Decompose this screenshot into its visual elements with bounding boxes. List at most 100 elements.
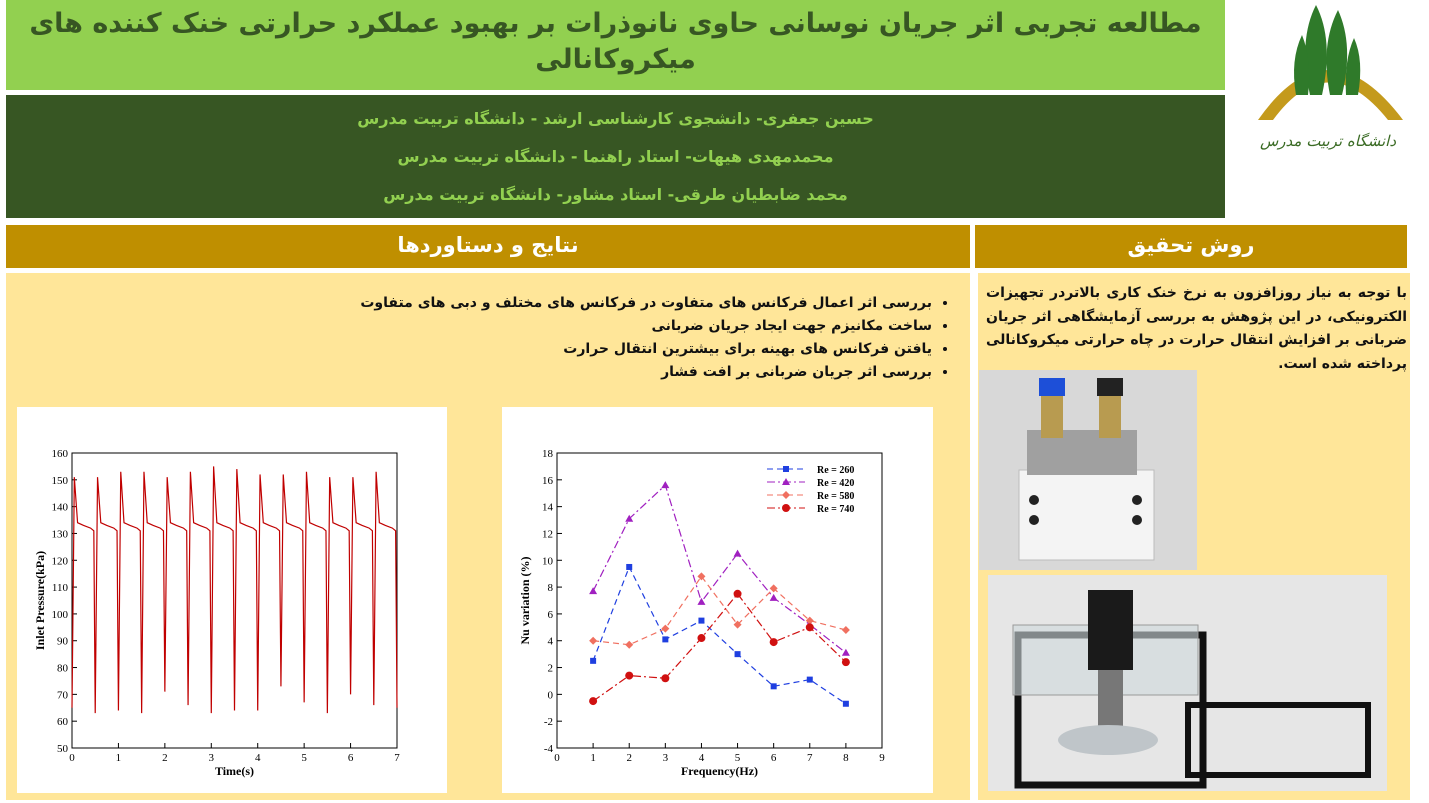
marker (590, 657, 597, 664)
marker (625, 640, 634, 649)
x-tick-label: 5 (735, 752, 741, 764)
marker (783, 466, 789, 472)
marker (661, 674, 670, 683)
author: محمدمهدی هیهات- استاد راهنما - دانشگاه ت… (397, 147, 834, 166)
y-tick-label: 110 (52, 582, 69, 594)
x-tick-label: 8 (843, 752, 849, 764)
y-tick-label: 18 (542, 448, 554, 460)
y-axis-label: Nu variation (%) (518, 557, 532, 645)
data-line (592, 592, 847, 702)
marker (733, 620, 742, 629)
device-photo (979, 370, 1197, 570)
legend-label: Re = 740 (817, 504, 854, 515)
x-tick-label: 0 (69, 752, 75, 764)
plot-frame (71, 452, 398, 749)
y-tick-label: 8 (548, 582, 554, 594)
author: محمد ضابطیان طرقی- استاد مشاور- دانشگاه … (383, 185, 848, 204)
marker (697, 597, 706, 605)
x-tick-label: 3 (209, 752, 215, 764)
logo-text: دانشگاه تربیت مدرس (1260, 132, 1396, 150)
y-tick-label: 150 (52, 475, 69, 487)
legend-label: Re = 580 (817, 491, 854, 502)
x-tick-label: 2 (626, 752, 632, 764)
section-heading: نتایج و دستاوردها (6, 225, 970, 268)
x-tick-label: 6 (348, 752, 354, 764)
x-tick-label: 2 (162, 752, 168, 764)
marker (782, 478, 790, 485)
x-tick-label: 3 (663, 752, 669, 764)
y-tick-label: 90 (57, 636, 69, 648)
y-tick-label: 16 (542, 475, 554, 487)
marker (589, 697, 598, 706)
author: حسین جعفری- دانشجوی کارشناسی ارشد - دانش… (357, 109, 874, 128)
authors: حسین جعفری- دانشجوی کارشناسی ارشد - دانش… (6, 95, 1225, 218)
marker (697, 572, 706, 581)
method-text: با توجه به نیاز روزافزون به نرخ خنک کاری… (986, 285, 1407, 372)
y-tick-label: 50 (57, 743, 69, 755)
marker (770, 683, 777, 690)
y-tick-label: -4 (544, 743, 554, 755)
x-tick-label: 5 (301, 752, 307, 764)
marker (626, 563, 633, 570)
plot-frame (556, 452, 883, 749)
marker (842, 700, 849, 707)
y-tick-label: 2 (548, 663, 554, 675)
y-tick-label: 120 (52, 555, 69, 567)
y-tick-label: 140 (52, 502, 69, 514)
y-tick-label: 80 (57, 663, 69, 675)
x-tick-label: 7 (807, 752, 813, 764)
marker (662, 636, 669, 643)
legend-label: Re = 420 (817, 478, 854, 489)
data-line (592, 484, 847, 654)
x-axis-label: Frequency(Hz) (681, 764, 758, 778)
bullet: یافتن فرکانس های بهینه برای بیشترین انتق… (300, 338, 932, 361)
bullet: بررسی اثر اعمال فرکانس های متفاوت در فرک… (300, 292, 932, 315)
marker (661, 624, 670, 633)
x-tick-label: 1 (116, 752, 122, 764)
x-tick-label: 6 (771, 752, 777, 764)
y-tick-label: 10 (542, 555, 554, 567)
x-tick-label: 9 (879, 752, 885, 764)
section-heading: روش تحقیق (975, 225, 1407, 268)
y-tick-label: 12 (542, 528, 553, 540)
marker (805, 616, 814, 625)
marker (625, 514, 634, 522)
logo: دانشگاه تربیت مدرس (1258, 5, 1403, 150)
bullet-list: بررسی اثر اعمال فرکانس های متفاوت در فرک… (300, 292, 960, 384)
marker (661, 481, 670, 489)
marker (841, 626, 850, 634)
marker (625, 671, 634, 680)
bullet: ساخت مکانیزم جهت ایجاد جریان ضربانی (300, 315, 933, 338)
y-tick-label: -2 (544, 716, 553, 728)
y-axis-label: Inlet Pressure(kPa) (33, 551, 47, 650)
marker (782, 504, 790, 512)
x-axis-label: Time(s) (215, 764, 254, 778)
chart-box: 0 1 2 3 4 5 6 7 50 60 70 80 90 100 110 120 130 140 150 160 T… (17, 407, 447, 793)
marker (733, 589, 742, 598)
data-line (592, 565, 847, 705)
marker (769, 638, 778, 647)
marker (806, 676, 813, 683)
setup-photo (988, 575, 1387, 791)
y-tick-label: 130 (52, 528, 69, 540)
marker (589, 636, 598, 645)
x-tick-label: 0 (554, 752, 560, 764)
data-line (593, 575, 847, 646)
y-tick-label: 14 (542, 502, 554, 514)
marker (769, 584, 778, 593)
y-tick-label: 70 (57, 689, 69, 701)
y-tick-label: 6 (548, 609, 554, 621)
marker (841, 648, 850, 656)
marker (769, 593, 778, 601)
marker (805, 623, 814, 632)
x-tick-label: 1 (590, 752, 596, 764)
chart-box: 0 1 2 3 4 5 6 7 8 9 -4 -2 0 2 4 6 8 10 12 14 16 18 Frequency(H… (502, 407, 933, 793)
y-tick-label: 0 (548, 689, 554, 701)
data-line (71, 466, 398, 714)
y-tick-label: 100 (52, 609, 69, 621)
method-text-box: با توجه به نیاز روزافزون به نرخ خنک کاری… (979, 282, 1407, 570)
x-tick-label: 4 (699, 752, 705, 764)
marker (841, 658, 850, 667)
marker (734, 651, 741, 658)
marker (782, 491, 790, 499)
